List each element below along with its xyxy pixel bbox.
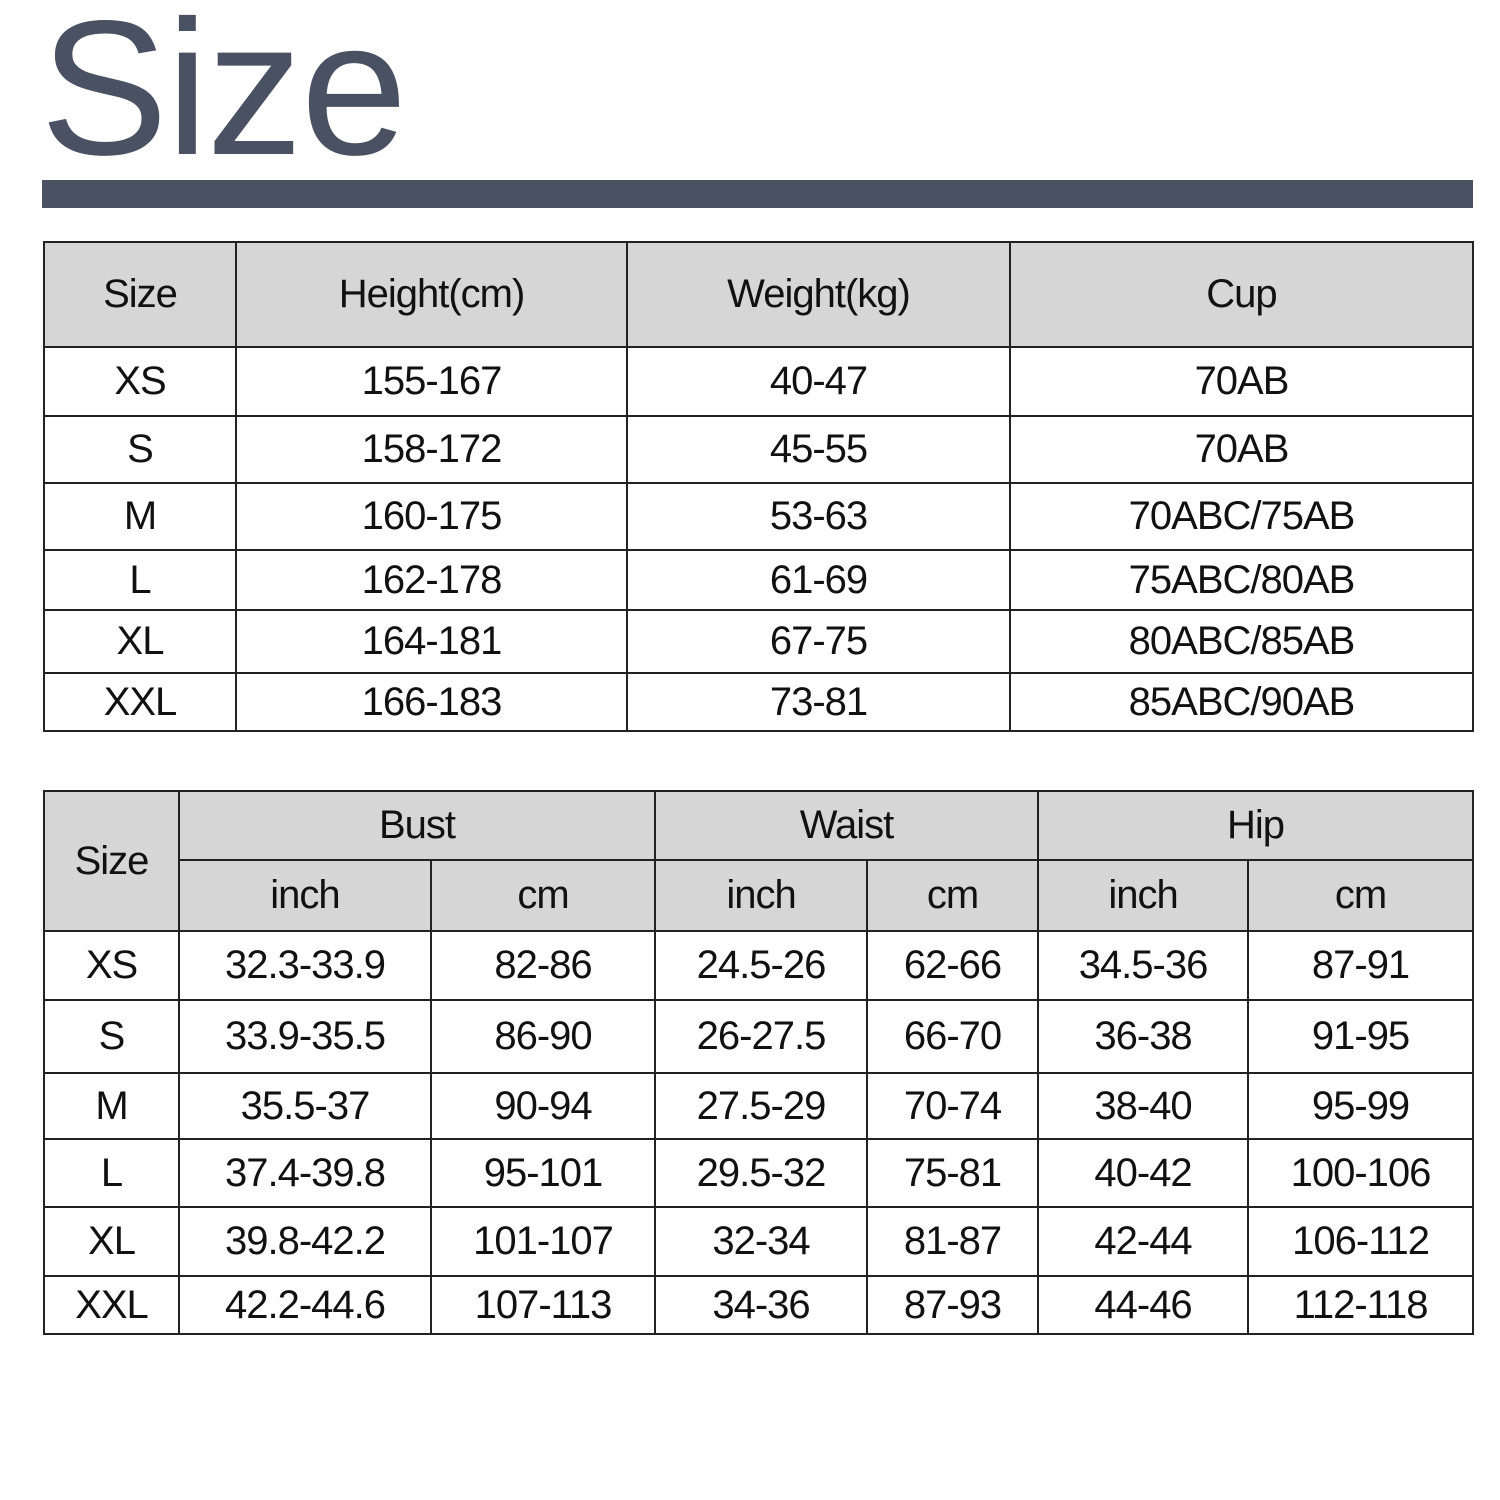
table-cell: 91-95: [1247, 999, 1475, 1074]
unit-header: cm: [429, 859, 657, 932]
header-row: Size Height(cm) Weight(kg) Cup: [43, 241, 1474, 348]
table-cell: 86-90: [429, 999, 657, 1074]
table-cell: 166-183: [235, 672, 628, 732]
table-row: XS 32.3-33.9 82-86 24.5-26 62-66 34.5-36 87-91: [43, 930, 1475, 1001]
table-cell: 164-181: [235, 609, 628, 674]
table-cell: M: [43, 482, 237, 551]
table-cell: 75-81: [866, 1138, 1040, 1208]
table-cell: 61-69: [626, 549, 1011, 611]
table-cell: 62-66: [866, 930, 1040, 1001]
group-header: Bust: [177, 790, 657, 861]
size-header: Size: [43, 790, 180, 932]
group-header: Waist: [654, 790, 1040, 861]
table-cell: 67-75: [626, 609, 1011, 674]
table-cell: 40-47: [626, 346, 1011, 417]
column-header: Size: [43, 241, 237, 348]
group-header-row: Size Bust Waist Hip: [43, 790, 1475, 932]
unit-header: cm: [866, 859, 1040, 932]
table-row: M 35.5-37 90-94 27.5-29 70-74 38-40 95-99: [43, 1072, 1475, 1140]
table-cell: 34.5-36: [1037, 930, 1250, 1001]
table-cell: 75ABC/80AB: [1009, 549, 1474, 611]
table-cell: 107-113: [429, 1275, 657, 1335]
table-cell: 73-81: [626, 672, 1011, 732]
table-cell: L: [43, 549, 237, 611]
unit-header-row: inch cm inch cm inch cm: [44, 859, 1475, 932]
body-measurements-table: Size Bust Waist Hip inch cm inch cm inch cm XS 3…: [43, 790, 1475, 1335]
table-cell: 87-91: [1247, 930, 1475, 1001]
table-cell: 35.5-37: [178, 1072, 432, 1140]
table-cell: 29.5-32: [654, 1138, 869, 1208]
table-cell: XXL: [43, 1275, 180, 1335]
table-cell: 42.2-44.6: [178, 1275, 432, 1335]
table-cell: S: [43, 415, 237, 484]
table-cell: XS: [43, 930, 180, 1001]
table-cell: 38-40: [1037, 1072, 1250, 1140]
table-cell: 32.3-33.9: [178, 930, 432, 1001]
table-cell: 66-70: [866, 999, 1040, 1074]
table-row: XL 39.8-42.2 101-107 32-34 81-87 42-44 106-112: [43, 1206, 1475, 1277]
table-cell: 53-63: [626, 482, 1011, 551]
table-cell: 80ABC/85AB: [1009, 609, 1474, 674]
table-cell: L: [43, 1138, 180, 1208]
table-cell: XL: [43, 1206, 180, 1277]
table-cell: 155-167: [235, 346, 628, 417]
table-cell: 100-106: [1247, 1138, 1475, 1208]
table-cell: 85ABC/90AB: [1009, 672, 1474, 732]
table-cell: 34-36: [654, 1275, 869, 1335]
table-cell: 37.4-39.8: [178, 1138, 432, 1208]
unit-header: cm: [1247, 859, 1475, 932]
unit-header: inch: [654, 859, 869, 932]
table-cell: XS: [43, 346, 237, 417]
table-cell: 36-38: [1037, 999, 1250, 1074]
page-title: Size: [40, 0, 407, 195]
table-cell: 44-46: [1037, 1275, 1250, 1335]
table-cell: 39.8-42.2: [178, 1206, 432, 1277]
table-row: L 162-178 61-69 75ABC/80AB: [43, 549, 1474, 611]
table-row: XXL 42.2-44.6 107-113 34-36 87-93 44-46 112-11…: [43, 1275, 1475, 1335]
table-cell: 82-86: [429, 930, 657, 1001]
table-cell: 90-94: [429, 1072, 657, 1140]
table-cell: XXL: [43, 672, 237, 732]
table-row: S 158-172 45-55 70AB: [43, 415, 1474, 484]
table-cell: 112-118: [1247, 1275, 1475, 1335]
table-cell: 106-112: [1247, 1206, 1475, 1277]
column-header: Height(cm): [235, 241, 628, 348]
table-cell: 26-27.5: [654, 999, 869, 1074]
table-cell: 87-93: [866, 1275, 1040, 1335]
table-cell: S: [43, 999, 180, 1074]
table-cell: 32-34: [654, 1206, 869, 1277]
table-cell: 24.5-26: [654, 930, 869, 1001]
table-row: M 160-175 53-63 70ABC/75AB: [43, 482, 1474, 551]
table-cell: XL: [43, 609, 237, 674]
table-cell: M: [43, 1072, 180, 1140]
table-row: S 33.9-35.5 86-90 26-27.5 66-70 36-38 91-95: [43, 999, 1475, 1074]
table-cell: 33.9-35.5: [178, 999, 432, 1074]
table-cell: 158-172: [235, 415, 628, 484]
table-row: XXL 166-183 73-81 85ABC/90AB: [43, 672, 1474, 732]
table-cell: 95-101: [429, 1138, 657, 1208]
table-cell: 160-175: [235, 482, 628, 551]
column-header: Weight(kg): [626, 241, 1011, 348]
table-cell: 101-107: [429, 1206, 657, 1277]
size-height-weight-table: Size Height(cm) Weight(kg) Cup XS 155-167 40-…: [43, 241, 1474, 732]
table-cell: 27.5-29: [654, 1072, 869, 1140]
table-cell: 42-44: [1037, 1206, 1250, 1277]
group-header: Hip: [1037, 790, 1475, 861]
unit-header: inch: [1037, 859, 1250, 932]
table-row: XL 164-181 67-75 80ABC/85AB: [43, 609, 1474, 674]
table-cell: 40-42: [1037, 1138, 1250, 1208]
table-cell: 81-87: [866, 1206, 1040, 1277]
table-row: XS 155-167 40-47 70AB: [43, 346, 1474, 417]
unit-header: inch: [178, 859, 432, 932]
table-row: L 37.4-39.8 95-101 29.5-32 75-81 40-42 100-106: [43, 1138, 1475, 1208]
table-cell: 45-55: [626, 415, 1011, 484]
table-cell: 70-74: [866, 1072, 1040, 1140]
column-header: Cup: [1009, 241, 1474, 348]
table-cell: 70ABC/75AB: [1009, 482, 1474, 551]
title-underline: [42, 180, 1473, 208]
table-cell: 95-99: [1247, 1072, 1475, 1140]
table-cell: 70AB: [1009, 415, 1474, 484]
table-cell: 70AB: [1009, 346, 1474, 417]
table-cell: 162-178: [235, 549, 628, 611]
